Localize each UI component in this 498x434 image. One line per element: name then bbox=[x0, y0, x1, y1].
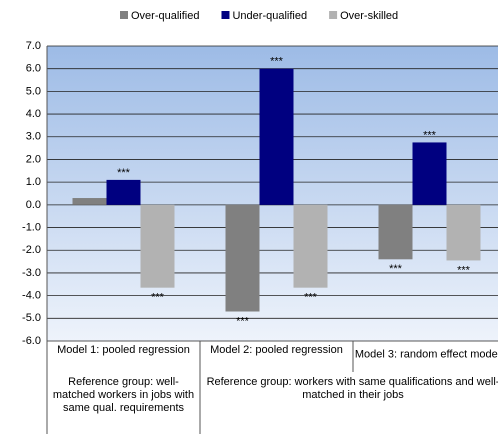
bar bbox=[72, 198, 107, 205]
x-category-label: Model 1: pooled regression bbox=[57, 344, 190, 356]
legend-label: Over-qualified bbox=[131, 10, 199, 22]
y-tick-label: 2.0 bbox=[26, 153, 41, 165]
y-tick-label: 4.0 bbox=[26, 108, 41, 120]
y-tick-label: 1.0 bbox=[26, 176, 41, 188]
significance-label: *** bbox=[151, 292, 165, 304]
y-tick-label: -6.0 bbox=[22, 335, 41, 347]
reference-group: Reference group: workers with same quali… bbox=[206, 376, 498, 401]
significance-label: *** bbox=[236, 315, 250, 327]
y-tick-label: -2.0 bbox=[22, 244, 41, 256]
y-tick-label: 3.0 bbox=[26, 131, 41, 143]
significance-label: *** bbox=[117, 167, 131, 179]
y-tick-label: 6.0 bbox=[26, 63, 41, 75]
y-tick-label: -5.0 bbox=[22, 312, 41, 324]
y-tick-label: -4.0 bbox=[22, 290, 41, 302]
bar bbox=[140, 204, 175, 288]
y-tick-label: 7.0 bbox=[26, 40, 41, 52]
bar bbox=[412, 142, 447, 205]
significance-label: *** bbox=[423, 129, 437, 141]
significance-label: *** bbox=[389, 263, 403, 275]
bar bbox=[225, 204, 260, 312]
y-tick-label: 0.0 bbox=[26, 199, 41, 211]
bar bbox=[293, 204, 328, 288]
bar bbox=[446, 204, 481, 261]
legend-swatch bbox=[120, 11, 128, 19]
legend-swatch bbox=[329, 11, 338, 19]
legend-swatch bbox=[221, 11, 230, 19]
reference-group: Reference group: well-matched workers in… bbox=[52, 376, 195, 414]
y-tick-label: 5.0 bbox=[26, 85, 41, 97]
significance-label: *** bbox=[304, 292, 318, 304]
bar bbox=[378, 204, 413, 260]
legend-label: Under-qualified bbox=[232, 10, 307, 22]
bar bbox=[259, 68, 294, 205]
x-category-label: Model 2: pooled regression bbox=[210, 344, 343, 356]
significance-label: *** bbox=[270, 56, 284, 68]
bar bbox=[106, 179, 141, 205]
significance-label: *** bbox=[457, 264, 471, 276]
legend-label: Over-skilled bbox=[340, 10, 398, 22]
x-category-label: Model 3: random effect modelc bbox=[354, 348, 498, 361]
y-tick-label: -3.0 bbox=[22, 267, 41, 279]
y-tick-label: -1.0 bbox=[22, 221, 41, 233]
